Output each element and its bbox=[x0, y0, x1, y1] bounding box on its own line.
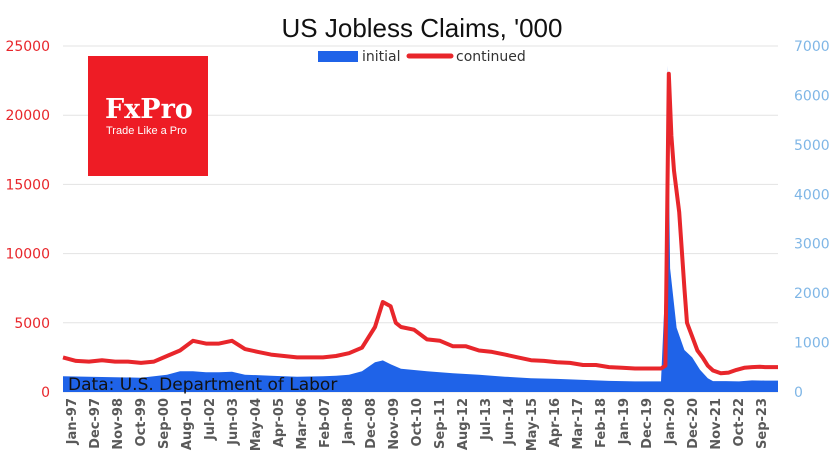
x-tick-label: Jan-20 bbox=[663, 398, 678, 445]
logo-background bbox=[88, 56, 208, 176]
x-tick-label: Apr-05 bbox=[272, 398, 287, 447]
x-tick-label: May-15 bbox=[525, 398, 540, 451]
x-tick-label: Mar-17 bbox=[571, 398, 586, 450]
logo-tagline: Trade Like a Pro bbox=[106, 125, 187, 137]
x-tick-label: Nov-98 bbox=[111, 398, 126, 450]
x-tick-label: Jun-03 bbox=[226, 398, 241, 446]
right-tick-label: 5000 bbox=[794, 138, 830, 154]
x-tick-label: Jan-19 bbox=[617, 398, 632, 445]
x-tick-label: Oct-22 bbox=[732, 398, 747, 446]
legend: initial continued bbox=[318, 49, 526, 65]
x-tick-label: Jun-14 bbox=[502, 398, 517, 446]
legend-swatch-initial bbox=[318, 51, 358, 62]
x-tick-label: Jul-02 bbox=[203, 398, 218, 441]
x-tick-label: Oct-99 bbox=[134, 398, 149, 446]
x-tick-label: May-04 bbox=[249, 398, 264, 451]
x-tick-label: Apr-16 bbox=[548, 398, 563, 447]
x-tick-label: Nov-09 bbox=[387, 398, 402, 450]
right-tick-label: 6000 bbox=[794, 88, 830, 104]
x-tick-label: Mar-06 bbox=[295, 398, 310, 450]
legend-label-continued: continued bbox=[456, 49, 526, 65]
x-tick-label: Feb-18 bbox=[594, 398, 609, 448]
x-tick-label: Sep-23 bbox=[755, 398, 770, 449]
left-tick-label: 10000 bbox=[5, 247, 50, 263]
source-note: Data: U.S. Department of Labor bbox=[68, 375, 337, 395]
x-tick-label: Sep-00 bbox=[157, 398, 172, 449]
left-tick-label: 25000 bbox=[5, 39, 50, 55]
x-tick-label: Jan-97 bbox=[65, 398, 80, 445]
source-note-text: Data: U.S. Department of Labor bbox=[68, 375, 337, 395]
x-tick-label: Dec-08 bbox=[364, 398, 379, 449]
x-tick-label: Feb-07 bbox=[318, 398, 333, 448]
x-axis-ticks: Jan-97 Dec-97 Nov-98 Oct-99 Sep-00 Aug-01 Jul-… bbox=[65, 398, 770, 451]
left-tick-label: 20000 bbox=[5, 108, 50, 124]
x-tick-label: Jul-13 bbox=[479, 398, 494, 441]
chart-title: US Jobless Claims, '000 bbox=[282, 13, 563, 43]
fxpro-logo: FxPro Trade Like a Pro bbox=[88, 56, 208, 176]
x-tick-label: Dec-19 bbox=[640, 398, 655, 449]
x-tick-label: Oct-10 bbox=[410, 398, 425, 446]
x-tick-label: Sep-11 bbox=[433, 398, 448, 449]
x-tick-label: Jan-08 bbox=[341, 398, 356, 445]
left-tick-label: 0 bbox=[41, 385, 50, 401]
right-tick-label: 3000 bbox=[794, 237, 830, 253]
right-tick-label: 1000 bbox=[794, 336, 830, 352]
right-tick-label: 2000 bbox=[794, 286, 830, 302]
x-tick-label: Dec-97 bbox=[88, 398, 103, 449]
legend-label-initial: initial bbox=[362, 49, 401, 65]
right-tick-label: 4000 bbox=[794, 187, 830, 203]
right-tick-label: 0 bbox=[794, 385, 803, 401]
continued-series-line bbox=[62, 71, 778, 376]
left-tick-label: 5000 bbox=[14, 316, 50, 332]
x-tick-label: Aug-01 bbox=[180, 398, 195, 450]
x-tick-label: Dec-20 bbox=[686, 398, 701, 449]
left-axis-ticks: 0 5000 10000 15000 20000 25000 bbox=[5, 39, 50, 401]
left-tick-label: 15000 bbox=[5, 177, 50, 193]
right-axis-ticks: 0 1000 2000 3000 4000 5000 6000 7000 bbox=[794, 39, 830, 401]
right-tick-label: 7000 bbox=[794, 39, 830, 55]
logo-wordmark: FxPro bbox=[105, 94, 193, 125]
x-tick-label: Aug-12 bbox=[456, 398, 471, 450]
continued-line bbox=[62, 71, 778, 376]
x-tick-label: Nov-21 bbox=[709, 398, 724, 450]
